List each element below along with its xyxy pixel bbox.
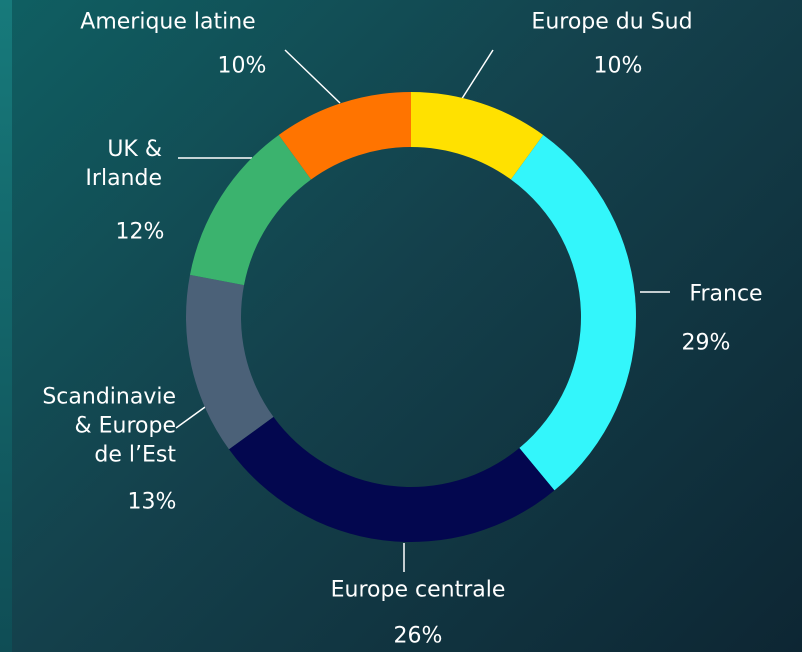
donut-segment — [189, 134, 312, 286]
value-label: 29% — [681, 330, 731, 356]
value-label: 10% — [217, 53, 267, 79]
category-label: Europe centrale — [330, 577, 506, 603]
category-label: UK & Irlande — [85, 137, 162, 191]
category-label: Europe du Sud — [531, 9, 693, 35]
donut-segment — [186, 274, 274, 450]
value-label: 13% — [127, 489, 177, 515]
leader-line — [284, 49, 341, 104]
donut-segment — [278, 92, 411, 180]
leader-lines — [175, 49, 670, 572]
category-label: France — [689, 281, 763, 307]
value-label: 10% — [593, 53, 643, 79]
category-label: Amerique latine — [80, 9, 256, 35]
side-stripe — [0, 0, 12, 652]
donut-segment — [411, 92, 544, 180]
value-label: 12% — [115, 219, 165, 245]
donut-segment — [510, 134, 636, 491]
value-label: 26% — [393, 623, 443, 649]
category-label: Scandinavie & Europe de l’Est — [42, 384, 176, 468]
donut-segment — [228, 416, 555, 543]
